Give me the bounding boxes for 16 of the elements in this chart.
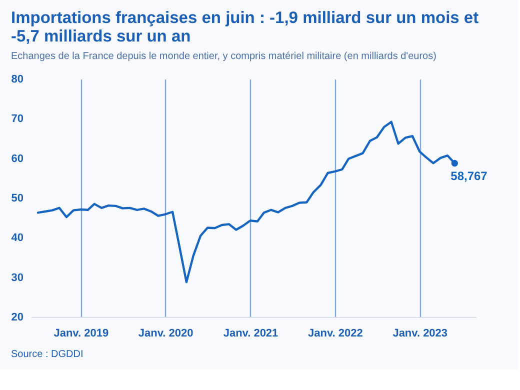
y-tick-label: 80 [11,74,24,86]
y-tick-label: 20 [11,312,24,324]
x-tick-label: Janv. 2022 [308,328,363,340]
chart-title: Importations françaises en juin : -1,9 milliard sur un mois et -5,7 milliards sur un an [11,9,480,46]
y-tick-label: 60 [11,152,24,165]
source-note: Source : DGDDI [11,349,84,360]
y-tick-label: 30 [11,272,24,284]
x-tick-label: Janv. 2023 [392,328,448,340]
x-tick-label: Janv. 2019 [54,328,109,340]
y-tick-label: 50 [11,192,24,204]
annotation: 58,767 [450,169,488,184]
x-tick-label: Janv. 2021 [223,328,278,340]
y-tick-label: 40 [11,232,24,244]
y-tick-label: 70 [11,113,24,126]
x-tick-label: Janv. 2020 [138,328,194,340]
chart-subtitle: Echanges de la France depuis le monde entier, y compris matériel militaire (en milliards d'euros) [11,51,436,62]
